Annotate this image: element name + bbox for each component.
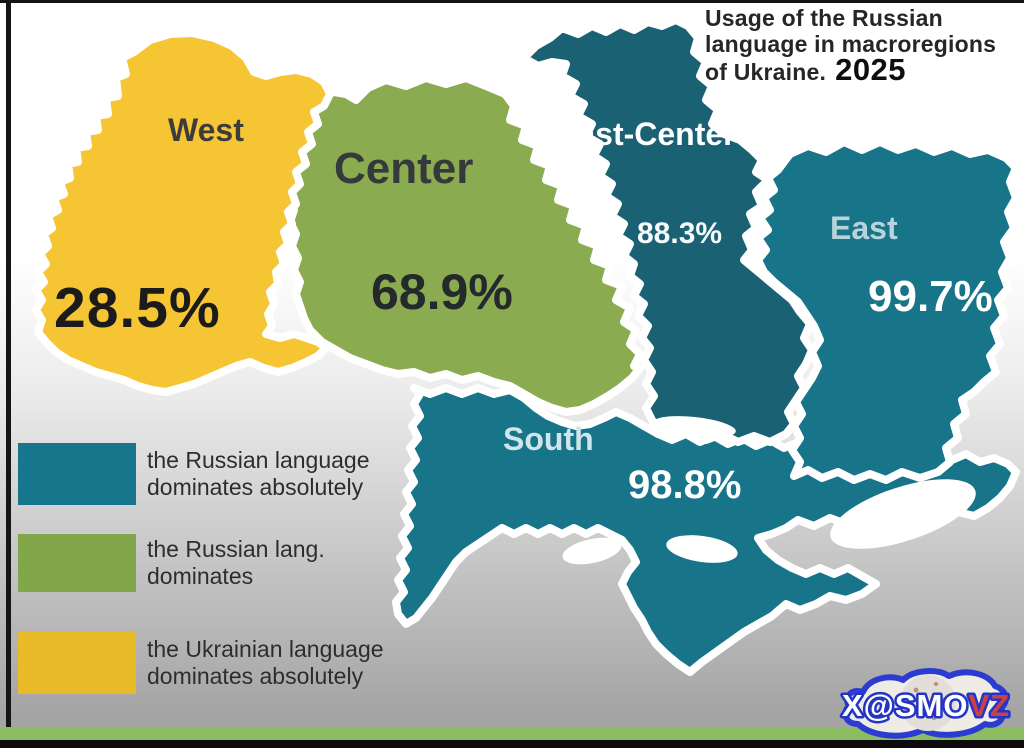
left-border-line [6, 0, 11, 737]
legend-item-russian-dominates: the Russian lang. dominates [18, 534, 325, 592]
legend-text: the Ukrainian language dominates absolut… [147, 636, 384, 690]
title-year: 2025 [835, 52, 907, 87]
watermark-globe-speckles [908, 682, 947, 721]
azov-sea-cutout [830, 479, 976, 549]
map-title: Usage of the Russian language in macrore… [705, 5, 1020, 85]
legend-text: the Russian language dominates absolutel… [147, 447, 370, 501]
region-value-east-center: 88.3% [637, 217, 723, 250]
legend-item-russian-absolute: the Russian language dominates absolutel… [18, 443, 370, 505]
dnipro-reservoir-cutout [652, 416, 736, 438]
region-label-west: West [168, 112, 244, 148]
region-west-shape [32, 29, 334, 396]
legend-line: the Russian language [147, 447, 370, 473]
region-value-center: 68.9% [371, 264, 513, 320]
watermark-text-accent: VZ [968, 688, 1010, 723]
legend-line: the Ukrainian language [147, 636, 384, 662]
title-line-1: Usage of the Russian [705, 5, 943, 31]
watermark-text-main: X@SMO [842, 688, 969, 723]
black-sea-bay-cutout [562, 537, 622, 565]
bottom-black-bar [0, 740, 1024, 748]
sea-cutouts [562, 416, 976, 565]
region-value-west: 28.5% [54, 276, 221, 340]
title-line-2: language in macroregions [705, 31, 997, 57]
region-label-south: South [503, 421, 594, 457]
region-value-east: 99.7% [868, 272, 993, 321]
legend-line: dominates absolutely [147, 663, 364, 689]
legend-line: the Russian lang. [147, 536, 325, 562]
region-value-south: 98.8% [628, 463, 742, 507]
title-line-3: of Ukraine. 2025 [705, 52, 907, 87]
legend-line: dominates absolutely [147, 474, 364, 500]
legend-swatch-teal [18, 443, 136, 505]
watermark-text: X@SMOVZ [842, 688, 1010, 723]
region-label-center: Center [334, 144, 474, 193]
top-border-line [0, 0, 1024, 3]
legend-line: dominates [147, 563, 254, 589]
watermark-logo: X@SMOVZ [839, 668, 1012, 739]
legend-text: the Russian lang. dominates [147, 536, 325, 590]
bottom-green-strip [0, 727, 1024, 740]
legend-swatch-green [18, 534, 136, 592]
region-east-center-shape [520, 16, 816, 446]
region-label-east: East [830, 210, 898, 246]
legend-item-ukrainian-absolute: the Ukrainian language dominates absolut… [18, 632, 384, 694]
region-label-east-center: East-Center [556, 116, 736, 152]
legend-swatch-yellow [18, 632, 136, 694]
sivash-cutout [666, 535, 738, 563]
